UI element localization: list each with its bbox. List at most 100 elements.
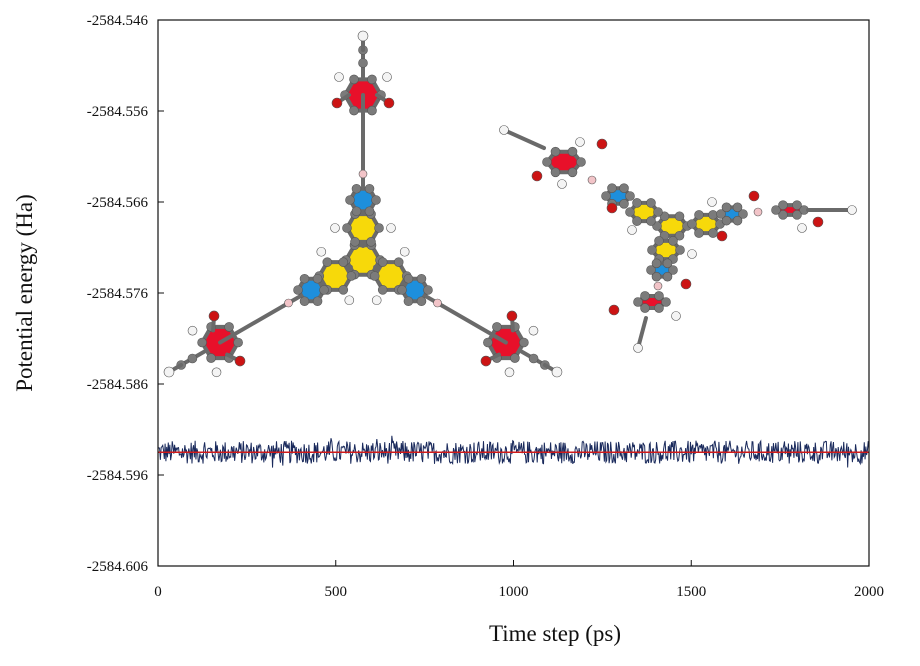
atom [483, 337, 493, 348]
atom [792, 200, 802, 210]
atom [640, 291, 650, 301]
atom [374, 223, 384, 233]
atom [687, 219, 697, 229]
atom [654, 291, 664, 301]
atom [694, 210, 704, 220]
atom [519, 337, 529, 348]
atom [346, 271, 357, 281]
y-tick-label: -2584.586 [87, 377, 149, 393]
atom [319, 285, 329, 295]
atom [778, 210, 788, 220]
atom [716, 209, 726, 219]
x-tick-label: 0 [154, 584, 162, 600]
atom [349, 105, 359, 116]
atom [671, 311, 681, 321]
atom [342, 223, 352, 233]
atom [771, 205, 781, 215]
atom [625, 191, 635, 201]
atom [632, 216, 642, 226]
atom [403, 296, 414, 307]
atom [433, 298, 442, 308]
atom [732, 215, 743, 226]
atom [364, 183, 375, 194]
y-tick-label: -2584.546 [87, 13, 149, 29]
ring-fill [402, 278, 428, 302]
atom [576, 157, 586, 167]
atom [312, 296, 323, 307]
atom [358, 58, 368, 68]
atom [674, 211, 685, 222]
atom [675, 245, 685, 255]
atom [322, 257, 333, 267]
atom [721, 215, 732, 226]
ring-fill [346, 245, 380, 275]
atom [551, 366, 563, 378]
y-tick-label: -2584.556 [87, 104, 149, 120]
molecule-side-view [499, 125, 857, 353]
atom [633, 297, 643, 307]
atom [351, 206, 362, 217]
atom [377, 257, 388, 267]
atom [344, 295, 355, 306]
atom [234, 355, 246, 367]
x-tick-label: 2000 [854, 584, 884, 600]
ring-fill [374, 262, 407, 290]
atom [668, 265, 678, 275]
atom [596, 138, 608, 150]
atom [748, 190, 760, 202]
ring-fill [657, 216, 687, 236]
ring-fill [298, 278, 324, 302]
atom [345, 195, 355, 205]
atom [293, 285, 303, 295]
ring-fill [347, 214, 379, 242]
y-tick-label: -2584.596 [87, 468, 149, 484]
atom [753, 207, 763, 217]
atom [334, 72, 344, 82]
atom [651, 258, 662, 269]
atom [550, 146, 561, 157]
atom [187, 325, 198, 336]
plot-frame [157, 19, 870, 567]
atom [423, 285, 433, 295]
atom [528, 353, 539, 364]
y-tick-label: -2584.566 [87, 195, 149, 211]
atom [680, 278, 692, 290]
y-tick-label: -2584.606 [87, 559, 149, 575]
atom [403, 273, 414, 284]
atom [619, 198, 629, 209]
atom [662, 258, 673, 269]
atom [708, 210, 718, 220]
atom [646, 198, 656, 208]
atom [206, 353, 216, 363]
atom [416, 273, 427, 284]
atom [369, 271, 380, 281]
atom [416, 296, 427, 307]
atom [797, 223, 807, 233]
atom [716, 230, 728, 242]
atom [224, 322, 234, 332]
atom [357, 30, 369, 42]
atom [364, 206, 375, 217]
atom [299, 273, 310, 284]
atom [350, 237, 360, 247]
atom [330, 223, 340, 233]
atom [316, 246, 327, 257]
atom [647, 245, 657, 255]
atom [393, 257, 404, 267]
atom [480, 355, 492, 367]
atom [399, 246, 410, 257]
x-tick-label: 1500 [676, 584, 706, 600]
atom [397, 285, 407, 295]
atom [619, 183, 629, 194]
atom [284, 298, 293, 308]
atom [587, 175, 597, 185]
atom [371, 295, 382, 306]
atom [651, 271, 662, 282]
atom [338, 257, 349, 267]
atom [233, 337, 243, 348]
atom [732, 202, 743, 213]
atom [386, 223, 396, 233]
ring-fill [547, 151, 581, 173]
atom [211, 367, 222, 378]
